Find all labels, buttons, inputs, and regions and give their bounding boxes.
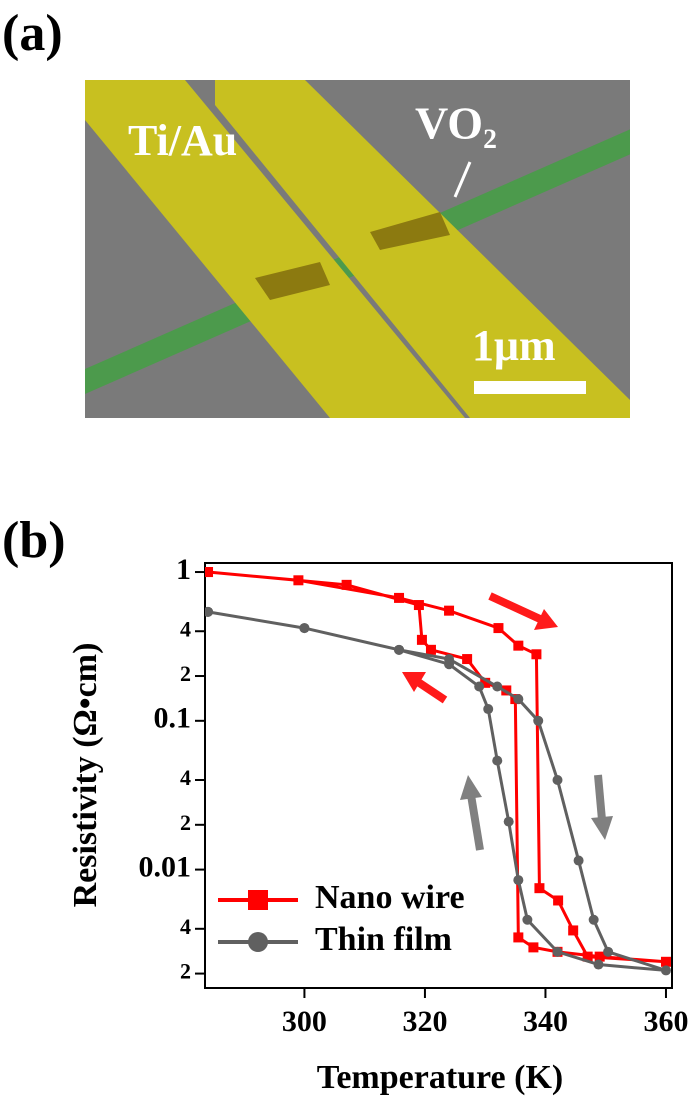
panel-label: (b): [2, 512, 66, 569]
y-tick-label: 0.01: [139, 850, 192, 883]
arrow: [467, 794, 484, 851]
marker: [522, 914, 533, 925]
plot-area: [205, 567, 671, 976]
y-tick-label: 4: [180, 616, 191, 641]
marker: [394, 592, 405, 603]
marker: [528, 942, 539, 953]
marker: [553, 895, 564, 906]
marker: [416, 634, 427, 645]
y-tick-label: 4: [180, 914, 191, 939]
marker: [425, 644, 436, 655]
y-tick-label: 2: [180, 661, 191, 686]
marker: [492, 681, 503, 692]
arrow-head: [460, 775, 482, 800]
legend-label: Thin film: [315, 921, 452, 958]
marker: [444, 605, 455, 616]
marker: [480, 677, 491, 688]
y-axis-title: Resistivity (Ω•cm): [67, 643, 104, 908]
marker: [483, 704, 494, 715]
marker: [582, 951, 593, 962]
y-tick-label: 0.1: [154, 702, 192, 735]
series-group: [205, 567, 671, 976]
y-tick-label: 4: [180, 765, 191, 790]
arrow-head: [534, 609, 558, 630]
marker: [603, 946, 614, 957]
marker: [568, 925, 579, 936]
panel-label: (a): [2, 5, 63, 62]
marker: [513, 640, 524, 651]
annotation: Ti/Au: [128, 116, 237, 165]
marker: [293, 575, 304, 586]
marker: [533, 715, 544, 726]
marker: [531, 649, 542, 660]
scale-label: 1μm: [472, 321, 556, 370]
marker: [552, 775, 563, 786]
marker: [248, 932, 268, 952]
x-tick-label: 300: [282, 1005, 327, 1038]
marker: [341, 579, 352, 590]
marker: [299, 623, 310, 634]
marker: [513, 932, 524, 943]
marker: [534, 883, 545, 894]
marker: [660, 956, 671, 967]
series-line: [207, 610, 667, 972]
plot-frame: [204, 562, 673, 989]
marker: [462, 654, 473, 665]
marker: [205, 606, 214, 617]
marker: [503, 816, 514, 827]
marker: [248, 890, 268, 910]
marker: [573, 855, 584, 866]
marker: [593, 959, 604, 970]
marker: [474, 681, 485, 692]
marker: [444, 659, 455, 670]
x-axis-title: Temperature (K): [317, 1059, 563, 1096]
marker: [660, 965, 671, 976]
marker: [394, 644, 405, 655]
scale-bar: [474, 381, 586, 394]
legend-label: Nano wire: [315, 879, 465, 916]
marker: [552, 946, 563, 957]
arrow-head: [591, 816, 613, 840]
marker: [513, 694, 524, 705]
arrow: [488, 592, 542, 623]
sem-image: [85, 80, 630, 418]
legend: Nano wire Thin film: [218, 879, 465, 958]
arrows: [402, 592, 613, 851]
y-tick-label: 1: [176, 553, 191, 586]
arrow-head: [402, 672, 426, 692]
y-tick-label: 2: [180, 959, 191, 984]
marker: [513, 875, 524, 886]
pointer: [453, 161, 472, 198]
x-tick-label: 320: [402, 1005, 447, 1038]
arrow: [594, 774, 606, 821]
x-tick-label: 340: [523, 1005, 568, 1038]
marker: [413, 600, 424, 611]
y-tick-label: 2: [180, 810, 191, 835]
annotation: VO₂: [415, 98, 497, 149]
marker: [205, 567, 214, 578]
marker: [493, 623, 504, 634]
arrow: [415, 678, 448, 704]
marker: [594, 951, 605, 962]
marker: [492, 755, 503, 766]
marker: [588, 914, 599, 925]
x-tick-label: 360: [643, 1005, 688, 1038]
